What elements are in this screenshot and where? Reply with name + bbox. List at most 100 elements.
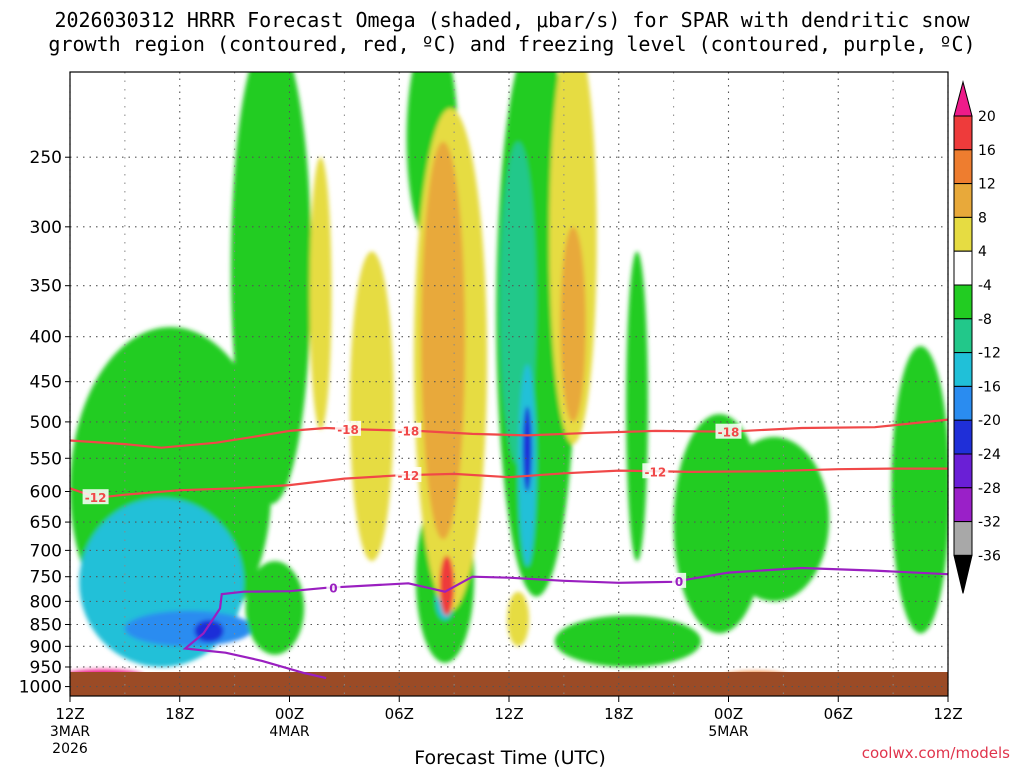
contour-label-bg xyxy=(715,423,742,439)
chart-title-line-2: growth region (contoured, red, ºC) and f… xyxy=(48,32,976,56)
colorbar-bin-3 xyxy=(953,183,973,218)
omega-region-4 xyxy=(194,619,224,643)
colorbar-bin-2 xyxy=(953,149,973,185)
y-tick-label-800: 800 xyxy=(30,592,62,612)
colorbar-top-arrow xyxy=(953,80,973,117)
x-tick-label-12: 00Z xyxy=(275,705,304,723)
x-tick-year-0: 2026 xyxy=(52,741,88,757)
dendritic-contour-label--18-1: -18 xyxy=(337,423,359,437)
colorbar-bin-7 xyxy=(953,318,973,354)
omega-region-25 xyxy=(309,157,332,430)
omega-region-10 xyxy=(522,406,532,492)
colorbar-bin-11 xyxy=(953,453,973,489)
colorbar-label-6: -4 xyxy=(978,278,992,294)
x-tick-label-42: 06Z xyxy=(824,705,853,723)
colorbar-label-9: -16 xyxy=(978,379,1001,395)
x-tick-label-24: 12Z xyxy=(494,705,523,723)
omega-region-6 xyxy=(245,561,305,655)
colorbar-label-2: 16 xyxy=(978,143,996,159)
colorbar: 20 16 12 8 4 -4 -8 -12 -16 -20 -24 -28 -32 -36 xyxy=(953,80,1001,594)
y-tick-label-750: 750 xyxy=(30,568,62,588)
x-tick-label-48: 12Z xyxy=(933,705,962,723)
colorbar-bin-5 xyxy=(953,250,973,286)
colorbar-label-1: 20 xyxy=(978,109,996,125)
omega-region-13 xyxy=(626,251,649,562)
x-axis-label: Forecast Time (UTC) xyxy=(414,747,605,768)
y-tick-label-900: 900 xyxy=(30,637,62,657)
contour-label-bg xyxy=(642,463,669,479)
colorbar-bin-4 xyxy=(953,216,973,252)
colorbar-label-3: 12 xyxy=(978,177,996,193)
colorbar-bin-12 xyxy=(953,487,973,523)
y-tick-label-550: 550 xyxy=(30,449,62,469)
freezing-level-contour xyxy=(182,566,948,680)
freezing-contour-label-2: 0 xyxy=(675,575,683,589)
x-tick-label-18: 06Z xyxy=(385,705,414,723)
omega-region-26 xyxy=(507,591,530,647)
colorbar-bin-9 xyxy=(953,385,973,421)
y-tick-label-850: 850 xyxy=(30,616,62,636)
contours: -18 -18 -18 -12 -12 -12 0 0 xyxy=(70,418,948,680)
colorbar-label-12: -28 xyxy=(978,481,1001,497)
colorbar-label-7: -8 xyxy=(978,312,992,328)
y-tick-label-950: 950 xyxy=(30,658,62,678)
y-tick-label-250: 250 xyxy=(30,148,62,168)
omega-shading xyxy=(70,72,948,683)
x-tick-label-6: 18Z xyxy=(165,705,194,723)
x-tick-label-0: 12Z xyxy=(55,705,84,723)
y-tick-label-450: 450 xyxy=(30,373,62,393)
y-tick-label-500: 500 xyxy=(30,413,62,433)
colorbar-label-13: -32 xyxy=(978,515,1001,531)
colorbar-bottom-arrow xyxy=(953,554,973,594)
dendritic-contour-label--18-3: -18 xyxy=(718,426,740,440)
x-tick-label-36: 00Z xyxy=(714,705,743,723)
colorbar-label-11: -24 xyxy=(978,447,1001,463)
colorbar-bin-6 xyxy=(953,284,973,320)
watermark: coolwx.com/models xyxy=(861,744,1010,762)
colorbar-bin-1 xyxy=(953,115,973,151)
dendritic-contour-label--18-2: -18 xyxy=(398,425,420,439)
chart-title-line-1: 2026030312 HRRR Forecast Omega (shaded, … xyxy=(54,8,970,32)
x-tick-label-30: 18Z xyxy=(604,705,633,723)
contour-label-bg xyxy=(395,467,422,483)
contour-label-bg xyxy=(82,489,109,505)
y-tick-label-1000: 1000 xyxy=(19,678,62,698)
omega-region-19 xyxy=(349,251,394,562)
omega-region-21 xyxy=(421,141,466,540)
dendritic-contour-label--12-3: -12 xyxy=(644,465,666,479)
omega-region-16 xyxy=(891,346,948,634)
omega-region-3 xyxy=(124,610,253,647)
omega-region-24 xyxy=(560,226,586,422)
omega-region-17 xyxy=(554,615,702,667)
colorbar-bin-10 xyxy=(953,419,973,455)
colorbar-bin-8 xyxy=(953,352,973,387)
x-tick-date-36: 5MAR xyxy=(708,724,749,740)
y-tick-label-400: 400 xyxy=(30,328,62,348)
contour-label-bg xyxy=(335,420,362,436)
omega-region-5 xyxy=(230,72,312,504)
colorbar-bin-13 xyxy=(953,521,973,556)
y-tick-label-350: 350 xyxy=(30,277,62,297)
colorbar-label-10: -20 xyxy=(978,413,1001,429)
contour-label-bg xyxy=(326,579,341,595)
colorbar-label-8: -12 xyxy=(978,346,1001,362)
y-tick-label-700: 700 xyxy=(30,541,62,561)
colorbar-label-14: -36 xyxy=(978,548,1001,564)
contour-label-bg xyxy=(672,572,687,588)
freezing-contour-label-1: 0 xyxy=(329,581,337,595)
y-axis: 2503003504004505005506006507007508008509… xyxy=(19,148,70,698)
y-tick-label-650: 650 xyxy=(30,513,62,533)
y-tick-label-600: 600 xyxy=(30,483,62,503)
x-tick-date-12: 4MAR xyxy=(269,724,310,740)
dendritic-contour-label--12-2: -12 xyxy=(398,469,420,483)
dendritic-contour-label--12-1: -12 xyxy=(85,491,107,505)
contour-label-bg xyxy=(395,422,422,438)
omega-region-15 xyxy=(719,436,830,602)
colorbar-label-4: 8 xyxy=(978,210,987,226)
dendritic-contour--12 xyxy=(70,467,948,499)
x-tick-date-0: 3MAR xyxy=(50,724,91,740)
colorbar-label-5: 4 xyxy=(978,244,987,260)
omega-region-22 xyxy=(439,555,455,616)
